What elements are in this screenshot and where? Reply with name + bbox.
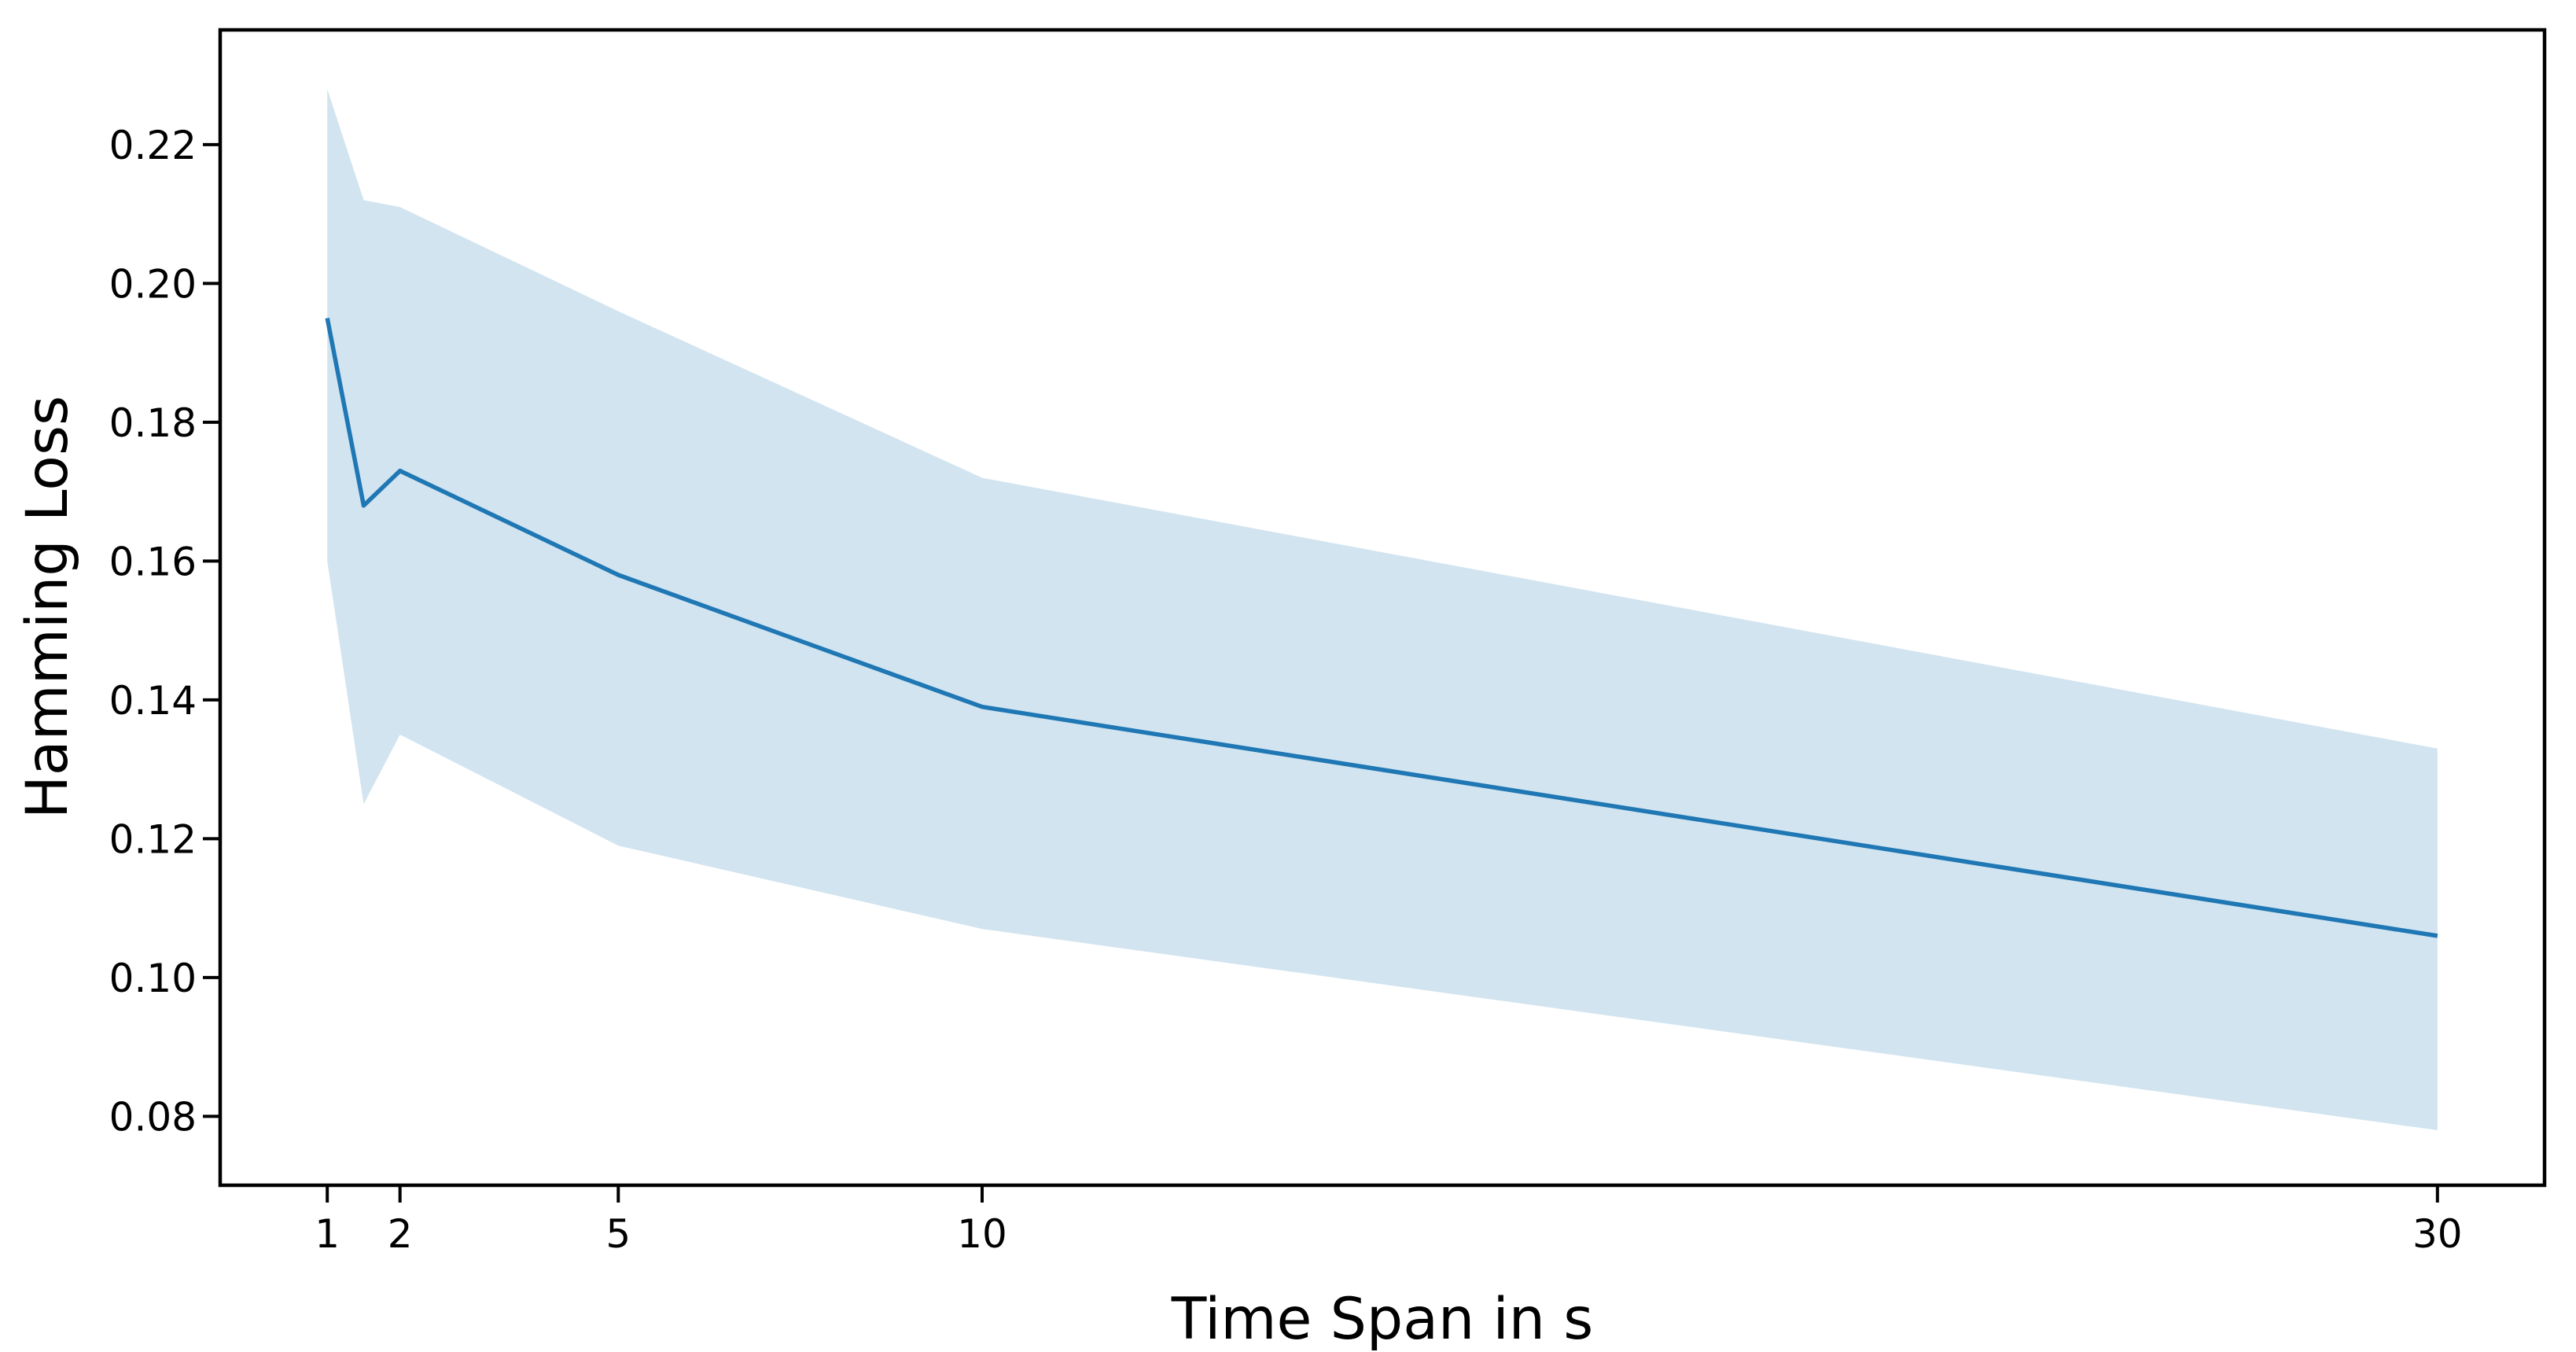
x-axis-label: Time Span in s	[1171, 1286, 1594, 1352]
x-tick-label: 5	[605, 1211, 631, 1257]
y-tick-label: 0.08	[109, 1094, 197, 1140]
x-axis-ticks: 1 2 5 10 30	[315, 1185, 2463, 1257]
y-axis-label: Hamming Loss	[14, 396, 81, 819]
y-tick-label: 0.18	[109, 400, 197, 446]
y-tick-label: 0.10	[109, 956, 197, 1001]
y-tick-label: 0.12	[109, 816, 197, 862]
x-tick-label: 30	[2412, 1211, 2463, 1257]
axes-frame	[218, 28, 2547, 1188]
x-tick-label: 10	[957, 1211, 1007, 1257]
y-tick-label: 0.16	[109, 539, 197, 584]
x-tick-label: 1	[315, 1211, 340, 1257]
y-axis-ticks: 0.08 0.10 0.12 0.14 0.16 0.18 0.20 0.22	[109, 123, 220, 1140]
y-tick-label: 0.20	[109, 261, 197, 307]
x-tick-label: 2	[388, 1211, 413, 1257]
y-tick-label: 0.14	[109, 678, 197, 724]
mean-line	[325, 317, 2438, 938]
confidence-band	[327, 89, 2438, 1130]
y-tick-label: 0.22	[109, 123, 197, 168]
